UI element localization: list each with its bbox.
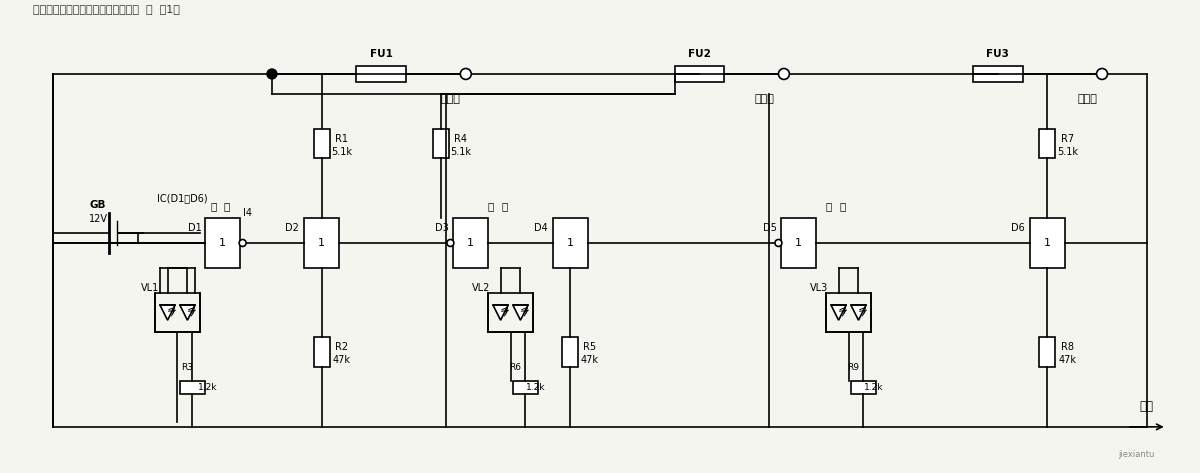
- FancyBboxPatch shape: [1030, 218, 1064, 268]
- Text: VL2: VL2: [472, 283, 490, 293]
- Text: 接负载: 接负载: [440, 94, 461, 104]
- Text: IC(D1～D6): IC(D1～D6): [157, 193, 208, 203]
- FancyBboxPatch shape: [205, 218, 240, 268]
- Text: FU2: FU2: [688, 49, 710, 59]
- Text: 1: 1: [796, 238, 803, 248]
- Text: 5.1k: 5.1k: [450, 147, 472, 157]
- Text: I4: I4: [242, 208, 252, 218]
- Text: 1: 1: [566, 238, 574, 248]
- Text: 绿: 绿: [223, 201, 229, 211]
- FancyBboxPatch shape: [313, 129, 330, 158]
- FancyBboxPatch shape: [313, 337, 330, 367]
- FancyBboxPatch shape: [356, 66, 406, 82]
- Text: 1: 1: [467, 238, 474, 248]
- Polygon shape: [160, 305, 175, 320]
- Text: 红: 红: [826, 201, 832, 211]
- Text: R2: R2: [335, 342, 348, 352]
- FancyBboxPatch shape: [305, 218, 340, 268]
- FancyBboxPatch shape: [433, 129, 449, 158]
- Text: 红: 红: [487, 201, 493, 211]
- Text: D3: D3: [434, 223, 449, 233]
- FancyBboxPatch shape: [674, 66, 725, 82]
- Text: R8: R8: [1061, 342, 1074, 352]
- Text: R5: R5: [583, 342, 596, 352]
- FancyBboxPatch shape: [180, 381, 205, 394]
- Text: 47k: 47k: [1058, 355, 1076, 365]
- Text: VL3: VL3: [810, 283, 828, 293]
- Text: 1.2k: 1.2k: [198, 383, 217, 392]
- Text: 光电显示电路中的熔断器熔断指示器  一  第1张: 光电显示电路中的熔断器熔断指示器 一 第1张: [34, 4, 180, 14]
- Text: R3: R3: [181, 363, 193, 372]
- FancyBboxPatch shape: [563, 337, 578, 367]
- Circle shape: [461, 69, 472, 79]
- FancyBboxPatch shape: [1039, 129, 1055, 158]
- Text: 1: 1: [1044, 238, 1051, 248]
- Text: R1: R1: [335, 133, 348, 144]
- Text: D6: D6: [1012, 223, 1025, 233]
- Polygon shape: [493, 305, 509, 320]
- Text: 接负载: 接负载: [754, 94, 774, 104]
- Polygon shape: [830, 305, 846, 320]
- FancyBboxPatch shape: [514, 381, 538, 394]
- Circle shape: [266, 69, 277, 79]
- Text: 1: 1: [318, 238, 325, 248]
- Text: 绿: 绿: [840, 201, 846, 211]
- Polygon shape: [851, 305, 866, 320]
- Text: D4: D4: [534, 223, 547, 233]
- Text: R9: R9: [847, 363, 859, 372]
- Text: jiexiantu: jiexiantu: [1118, 450, 1156, 459]
- Circle shape: [239, 239, 246, 246]
- FancyBboxPatch shape: [1039, 337, 1055, 367]
- Polygon shape: [512, 305, 528, 320]
- Text: 5.1k: 5.1k: [331, 147, 352, 157]
- Polygon shape: [180, 305, 196, 320]
- Text: 47k: 47k: [581, 355, 599, 365]
- Text: FU3: FU3: [986, 49, 1009, 59]
- Text: R4: R4: [455, 133, 467, 144]
- Text: D5: D5: [762, 223, 776, 233]
- Text: 红: 红: [210, 201, 216, 211]
- Text: 1.2k: 1.2k: [526, 383, 545, 392]
- Circle shape: [1097, 69, 1108, 79]
- Circle shape: [446, 239, 454, 246]
- Text: 5.1k: 5.1k: [1057, 147, 1078, 157]
- FancyBboxPatch shape: [851, 381, 876, 394]
- Text: 12V: 12V: [89, 214, 108, 224]
- FancyBboxPatch shape: [973, 66, 1022, 82]
- Text: D1: D1: [188, 223, 202, 233]
- Circle shape: [779, 69, 790, 79]
- Text: GB: GB: [90, 200, 107, 210]
- Text: FU1: FU1: [370, 49, 392, 59]
- FancyBboxPatch shape: [454, 218, 488, 268]
- Text: 绿: 绿: [502, 201, 508, 211]
- FancyBboxPatch shape: [781, 218, 816, 268]
- Text: R7: R7: [1061, 133, 1074, 144]
- Text: 47k: 47k: [332, 355, 350, 365]
- Text: VL1: VL1: [140, 283, 158, 293]
- Circle shape: [775, 239, 782, 246]
- Text: 1: 1: [218, 238, 226, 248]
- Text: 接负载: 接负载: [1078, 94, 1097, 104]
- Text: D2: D2: [286, 223, 299, 233]
- Text: 搭铁: 搭铁: [1140, 401, 1153, 413]
- Text: R6: R6: [510, 363, 522, 372]
- Text: 1.2k: 1.2k: [864, 383, 883, 392]
- FancyBboxPatch shape: [553, 218, 588, 268]
